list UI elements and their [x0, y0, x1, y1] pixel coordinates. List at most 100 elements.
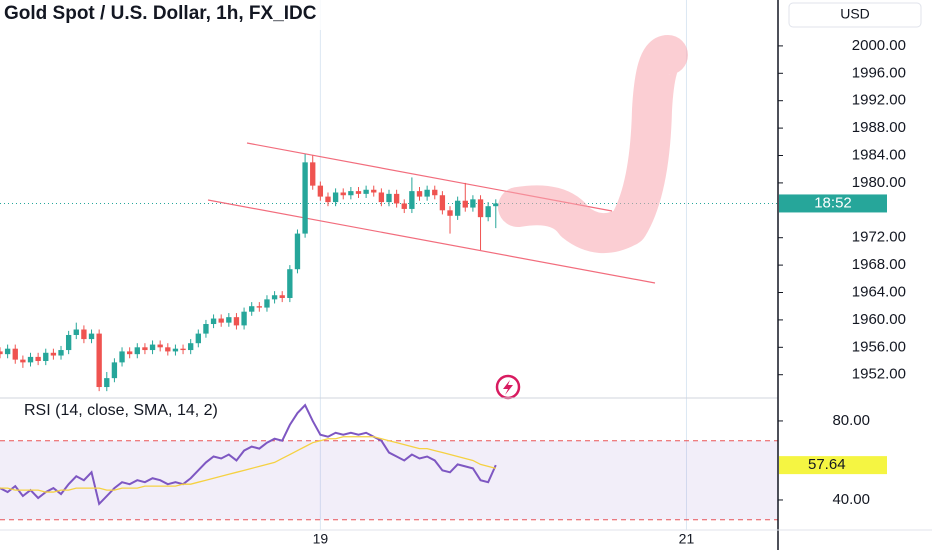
- candle-body: [416, 191, 423, 197]
- candle-body: [111, 362, 118, 379]
- candle-body: [119, 351, 125, 363]
- candle-body: [462, 200, 468, 208]
- candle-body: [393, 193, 400, 204]
- candle-body: [35, 356, 41, 362]
- candle-body: [73, 329, 79, 335]
- y2-tick-label: 40.00: [832, 491, 870, 508]
- channel-lower: [207, 199, 656, 284]
- rsi-value-tag: [779, 456, 887, 475]
- title-bg: [0, 0, 640, 30]
- y-tick-label: 1972.00: [852, 229, 906, 246]
- candle-body: [256, 306, 263, 308]
- candle-body: [348, 191, 354, 196]
- candle-body: [142, 347, 148, 351]
- candle-body: [27, 356, 34, 363]
- candle-body: [58, 350, 64, 356]
- candle-body: [439, 195, 446, 211]
- candle-body: [88, 333, 95, 340]
- y-tick-label: 1980.00: [852, 174, 906, 191]
- y-tick-label: 2000.00: [852, 37, 906, 54]
- candle-body: [126, 351, 133, 355]
- candle-body: [432, 189, 438, 196]
- candle-body: [134, 347, 140, 355]
- candle-body: [218, 318, 224, 323]
- y-tick-label: 1960.00: [852, 311, 906, 328]
- candle-body: [157, 344, 163, 348]
- candle-body: [43, 352, 49, 362]
- candle-body: [50, 352, 57, 356]
- candle-body: [65, 334, 72, 351]
- candle-body: [287, 269, 293, 298]
- candle-body: [409, 191, 415, 209]
- candle-body: [0, 351, 3, 355]
- candle-body: [165, 347, 171, 352]
- y-tick-label: 1964.00: [852, 283, 906, 300]
- candle-body: [188, 343, 194, 351]
- x-tick-label: 19: [313, 531, 329, 547]
- candle-body: [226, 317, 232, 323]
- candle-body: [332, 192, 339, 203]
- rsi-line: [0, 403, 497, 506]
- currency-button[interactable]: [788, 2, 922, 28]
- logo-icon: [495, 374, 521, 400]
- candle-body: [233, 317, 240, 326]
- candle-body: [447, 210, 453, 216]
- last-price-tag: [779, 194, 887, 213]
- y-tick-label: 1968.00: [852, 256, 906, 273]
- candle-body: [264, 299, 270, 308]
- candle-body: [325, 196, 331, 203]
- y-tick-label: 1992.00: [852, 92, 906, 109]
- rsi-title: RSI (14, close, SMA, 14, 2): [24, 402, 218, 419]
- candle-body: [241, 311, 247, 326]
- x-tick-label: 21: [679, 531, 695, 547]
- candle-body: [355, 191, 362, 194]
- rsi-value-label: 57.64: [808, 456, 846, 473]
- candle-body: [294, 233, 301, 270]
- candle-body: [371, 189, 377, 193]
- y-tick-label: 1988.00: [852, 119, 906, 136]
- candle-body: [386, 193, 392, 203]
- candle-body: [172, 348, 179, 352]
- candle-body: [470, 199, 476, 208]
- candle-body: [20, 359, 26, 363]
- candle-body: [401, 203, 407, 209]
- candle-body: [4, 348, 11, 355]
- brush-drawing: [498, 35, 688, 253]
- candle-body: [310, 162, 316, 186]
- candle-body: [378, 192, 385, 203]
- price-countdown: 18:52: [814, 194, 852, 211]
- candle-body: [477, 199, 484, 218]
- candle-body: [210, 318, 217, 325]
- candle-body: [249, 306, 255, 312]
- y-tick-label: 1952.00: [852, 366, 906, 383]
- candle-body: [302, 162, 308, 234]
- candle-body: [149, 344, 156, 351]
- y2-tick-label: 80.00: [832, 412, 870, 429]
- candle-body: [271, 295, 278, 300]
- candle-body: [454, 200, 461, 216]
- candle-body: [493, 203, 499, 207]
- candle-body: [279, 295, 285, 298]
- axis-layer: 19 21 1952.00 1956.00 1960.00 1964.00 1968.00 1…: [313, 37, 906, 547]
- candle-body: [96, 333, 102, 388]
- candle-body: [317, 185, 324, 197]
- rsi-band: [0, 440, 778, 520]
- chart-title: Gold Spot / U.S. Dollar, 1h, FX_IDC: [4, 3, 317, 24]
- currency[interactable]: USD: [840, 6, 870, 22]
- candle-body: [363, 189, 369, 194]
- candle-body: [203, 324, 209, 334]
- candle-body: [340, 192, 346, 196]
- candle-body: [195, 333, 201, 344]
- rsi-line: [0, 436, 496, 493]
- y-tick-label: 1984.00: [852, 146, 906, 163]
- candle-body: [485, 206, 491, 218]
- candle-body: [180, 348, 186, 351]
- marks-layer: [0, 154, 499, 506]
- candle-body: [12, 348, 18, 360]
- candle-body: [81, 329, 87, 340]
- y-tick-label: 1996.00: [852, 64, 906, 81]
- y-tick-label: 1956.00: [852, 338, 906, 355]
- candle-body: [104, 378, 110, 388]
